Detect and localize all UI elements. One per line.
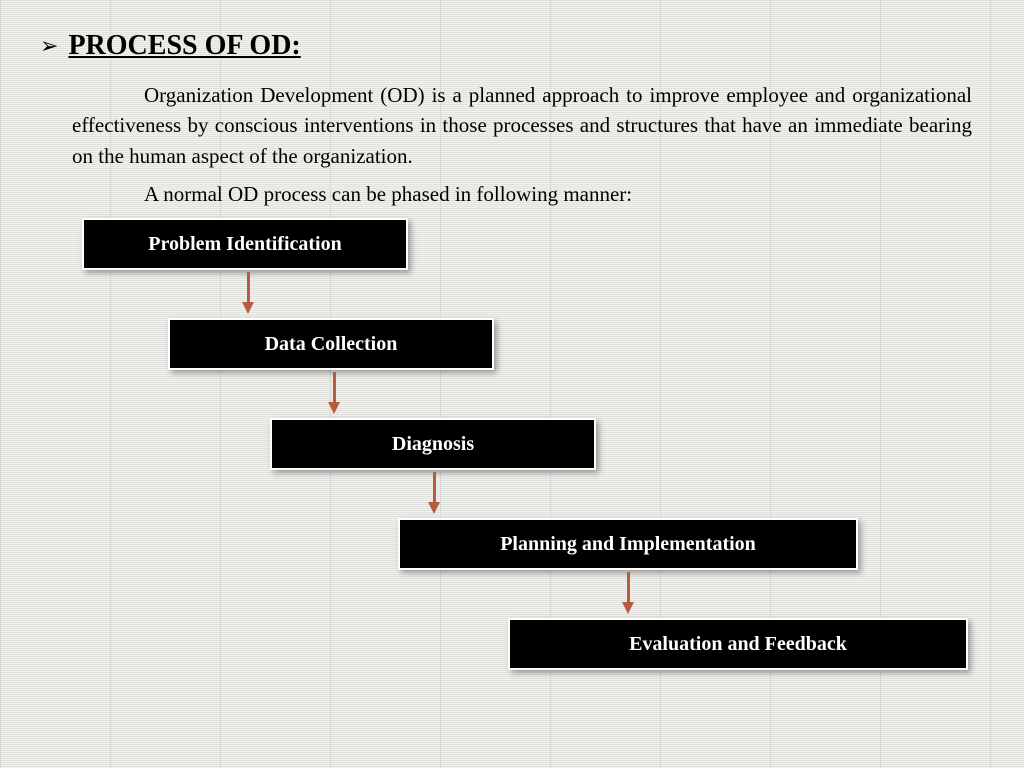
flow-node-n2: Data Collection xyxy=(168,318,494,370)
heading-bullet-icon: ➢ xyxy=(40,33,58,59)
flow-node-n3: Diagnosis xyxy=(270,418,596,470)
intro-paragraphs: Organization Development (OD) is a plann… xyxy=(72,80,972,218)
flow-node-label: Problem Identification xyxy=(148,233,342,256)
flow-node-label: Planning and Implementation xyxy=(500,533,756,556)
flow-node-n4: Planning and Implementation xyxy=(398,518,858,570)
flow-node-n5: Evaluation and Feedback xyxy=(508,618,968,670)
intro-para-2: A normal OD process can be phased in fol… xyxy=(72,179,972,209)
flow-node-label: Diagnosis xyxy=(392,433,474,456)
flow-node-label: Data Collection xyxy=(265,333,398,356)
page-title: PROCESS OF OD: xyxy=(68,30,300,62)
flow-node-label: Evaluation and Feedback xyxy=(629,633,847,656)
flowchart: Problem Identification Data Collection Dia… xyxy=(0,218,1024,758)
intro-para-1: Organization Development (OD) is a plann… xyxy=(72,80,972,171)
heading-row: ➢ PROCESS OF OD: xyxy=(40,30,301,62)
flow-node-n1: Problem Identification xyxy=(82,218,408,270)
